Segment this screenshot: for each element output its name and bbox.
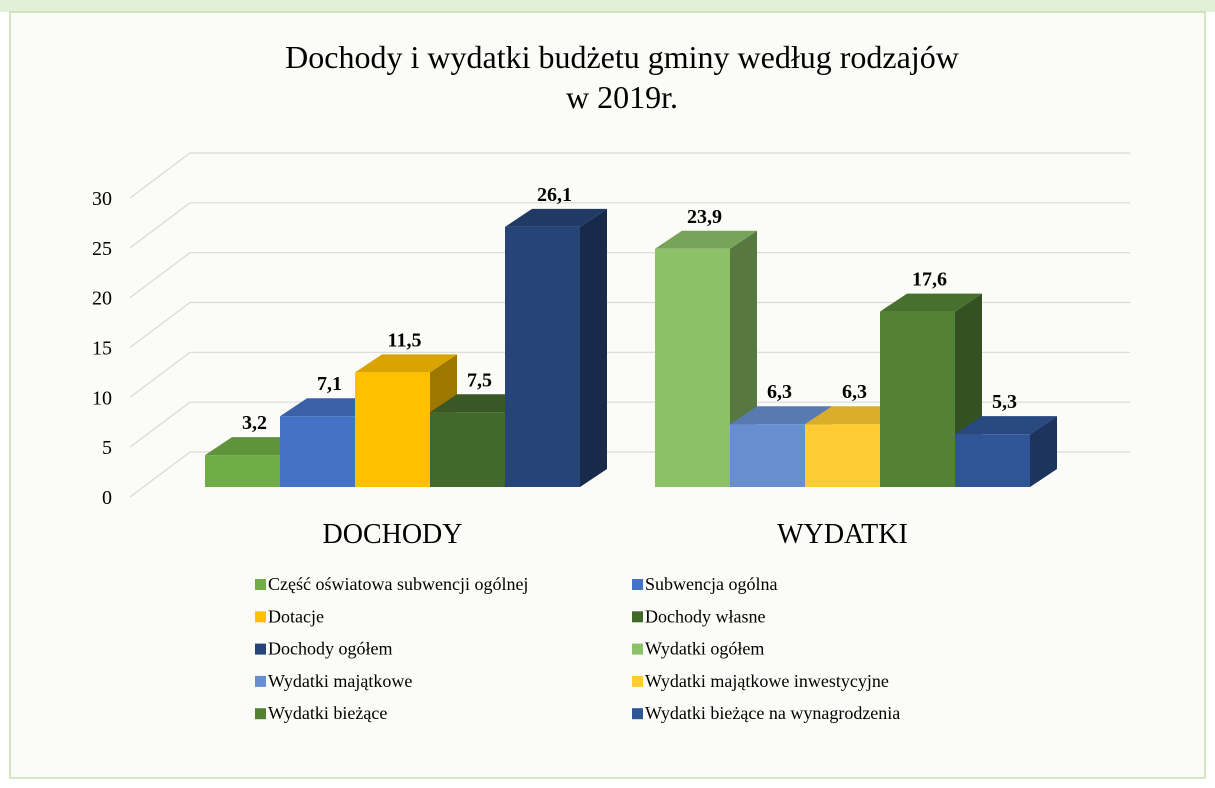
bar	[355, 372, 430, 487]
grid-line	[129, 302, 191, 348]
legend-swatch	[255, 611, 266, 623]
legend-swatch	[255, 675, 266, 687]
legend-swatch	[255, 643, 266, 655]
legend-label: Dochody własne	[645, 606, 765, 626]
data-label: 5,3	[992, 391, 1017, 413]
data-label: 23,9	[687, 206, 722, 228]
bar	[955, 434, 1030, 487]
grid-line	[129, 252, 191, 299]
y-tick-label: 10	[92, 387, 112, 409]
bar-side	[580, 208, 607, 487]
bar	[505, 226, 580, 487]
y-tick-label: 25	[92, 238, 112, 260]
x-tick-label: DOCHODY	[323, 519, 463, 550]
bar-top	[505, 208, 607, 227]
y-tick-label: 0	[102, 487, 112, 509]
top-strip	[0, 0, 1215, 12]
bar	[205, 455, 280, 487]
chart-title: Dochody i wydatki budżetu gminy według r…	[285, 39, 959, 75]
legend-label: Część oświatowa subwencji ogólnej	[268, 574, 528, 594]
data-label: 3,2	[242, 412, 267, 434]
y-tick-label: 20	[92, 288, 112, 310]
data-label: 11,5	[388, 329, 422, 351]
bar-top	[955, 416, 1057, 435]
legend-label: Subwencja ogólna	[645, 574, 777, 594]
legend-label: Dotacje	[268, 606, 324, 626]
legend-label: Wydatki bieżące na wynagrodzenia	[645, 703, 900, 723]
legend-label: Dochody ogółem	[268, 639, 392, 659]
x-tick-label: WYDATKI	[777, 519, 908, 550]
bar	[730, 424, 805, 487]
chart-area	[9, 11, 1206, 779]
data-label: 6,3	[842, 381, 867, 403]
bar	[430, 412, 505, 487]
data-label: 7,1	[317, 373, 342, 395]
data-label: 7,5	[467, 369, 492, 391]
data-label: 17,6	[912, 269, 947, 291]
bar-top	[655, 230, 757, 249]
legend-label: Wydatki ogółem	[645, 639, 764, 659]
data-label: 6,3	[767, 381, 792, 403]
legend-label: Wydatki majątkowe	[268, 671, 412, 691]
chart-title: w 2019r.	[566, 79, 678, 115]
legend-swatch	[632, 579, 643, 590]
legend-label: Wydatki bieżące	[268, 703, 387, 723]
bar	[655, 248, 730, 487]
grid-line	[129, 202, 191, 249]
y-tick-label: 30	[92, 188, 112, 210]
bar-top	[355, 354, 457, 373]
bar-side	[1030, 416, 1057, 487]
data-label: 26,1	[537, 184, 572, 206]
legend-label: Wydatki majątkowe inwestycyjne	[645, 671, 889, 691]
legend-swatch	[632, 675, 643, 687]
legend-swatch	[255, 579, 266, 590]
legend-swatch	[632, 708, 643, 720]
grid-line	[129, 351, 191, 398]
bar	[880, 311, 955, 487]
bar	[280, 416, 355, 487]
grid-line	[129, 451, 191, 498]
legend-swatch	[255, 708, 266, 720]
bar	[805, 424, 880, 487]
bar-top	[880, 293, 982, 312]
y-tick-label: 15	[92, 338, 112, 360]
legend-swatch	[632, 643, 643, 655]
y-tick-label: 5	[102, 437, 112, 459]
legend-swatch	[632, 611, 643, 623]
grid-line	[129, 152, 191, 199]
grid-line	[129, 401, 191, 448]
bar-top	[730, 406, 832, 425]
